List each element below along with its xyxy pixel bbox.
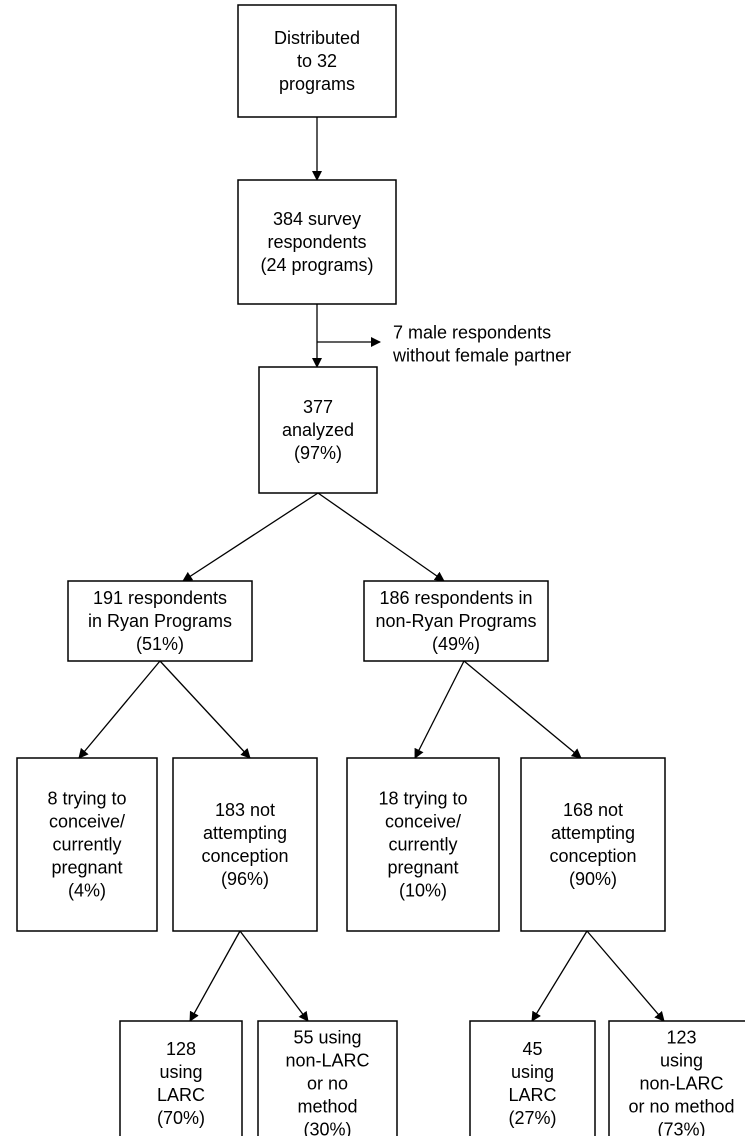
node-label-line: 18 trying to [378,789,467,809]
node-label-line: (73%) [657,1120,705,1136]
node-label-line: non-LARC [285,1051,369,1071]
node-label-line: using [511,1062,554,1082]
node-box [16,757,158,932]
node-ryan-larc: 128 using LARC (70%) [119,1020,243,1136]
node-label-line: or no method [628,1097,734,1117]
node-label-line: Distributed [274,28,360,48]
node-distributed: Distributed to 32 programs [237,4,397,118]
node-box [172,757,318,932]
node-nonryan-trying: 18 trying to conceive/currently pregnant (1… [346,757,500,932]
node-box [469,1020,596,1136]
node-label-line: 191 respondents [93,588,227,608]
arrow-nonryan-to-not [463,660,582,759]
node-label-line: or no [307,1074,348,1094]
node-label-line: 168 not [563,800,623,820]
arrow-nonryan-to-trying [414,660,465,759]
node-label-line: attempting [203,823,287,843]
node-label-line: conceive/ [49,812,125,832]
node-label-line: without female partner [392,346,571,366]
node-label-line: 183 not [215,800,275,820]
node-label-line: (96%) [221,869,269,889]
node-label-line: (49%) [432,634,480,654]
node-label-line: method [297,1097,357,1117]
node-label-line: currently [52,835,121,855]
node-box [119,1020,243,1136]
arrow-nonryan-not-to-nonlarc [586,930,665,1022]
node-analyzed: 377 analyzed (97%) [258,366,378,494]
node-label-line: using [159,1062,202,1082]
node-label-line: (90%) [569,869,617,889]
node-ryan-not: 183 not attempting conception (96%) [172,757,318,932]
node-box [257,1020,398,1136]
node-non-ryan: 186 respondents in non-Ryan Programs (49%) [363,580,549,662]
arrow-ryan-to-not [159,660,251,759]
node-label-line: analyzed [282,420,354,440]
node-label-line: (10%) [399,881,447,901]
node-label-line: attempting [551,823,635,843]
node-label-line: conception [549,846,636,866]
node-ryan: 191 respondents in Ryan Programs (51%) [67,580,253,662]
node-label-line: 384 survey [273,209,361,229]
node-label-line: 7 male respondents [393,323,551,343]
node-nonryan-nonlarc: 123 using non-LARC or no method (73%) [608,1020,745,1136]
node-label-line: conception [201,846,288,866]
node-ryan-trying: 8 trying to conceive/currently pregnant (4%… [16,757,158,932]
node-label-line: (97%) [294,443,342,463]
node-label-line: (24 programs) [260,255,373,275]
node-label-line: pregnant [51,858,122,878]
node-label-line: (30%) [303,1120,351,1136]
node-label-line: using [660,1051,703,1071]
node-excluded: 7 male respondents without female partner [392,323,571,366]
node-box [237,179,397,305]
node-respondents: 384 survey respondents (24 programs) [237,179,397,305]
node-box [67,580,253,662]
node-label-line: (70%) [157,1108,205,1128]
node-box [608,1020,745,1136]
node-label-line: conceive/ [385,812,461,832]
node-label-line: (4%) [68,881,106,901]
node-label-line: LARC [157,1085,205,1105]
node-nonryan-larc: 45 using LARC (27%) [469,1020,596,1136]
node-label-line: respondents [267,232,366,252]
arrow-ryan-to-trying [78,660,161,759]
node-label-line: in Ryan Programs [88,611,232,631]
node-label-line: non-Ryan Programs [375,611,536,631]
node-label-line: 128 [166,1039,196,1059]
node-box [237,4,397,118]
node-label-line: 377 [303,397,333,417]
node-label-line: LARC [508,1085,556,1105]
node-box [520,757,666,932]
node-box [346,757,500,932]
arrow-ryan-not-to-nonlarc [239,930,309,1022]
node-label-line: currently [388,835,457,855]
arrow-analyzed-to-ryan [182,492,319,582]
arrow-ryan-not-to-larc [189,930,241,1022]
node-nonryan-not: 168 not attempting conception (90%) [520,757,666,932]
node-label-line: 186 respondents in [379,588,532,608]
node-label-line: pregnant [387,858,458,878]
arrow-analyzed-to-non-ryan [317,492,445,582]
node-label-line: 45 [522,1039,542,1059]
arrow-nonryan-not-to-larc [531,930,588,1022]
node-label-line: non-LARC [639,1074,723,1094]
node-label-line: 8 trying to [47,789,126,809]
node-label-line: to 32 [297,51,337,71]
node-box [363,580,549,662]
node-label-line: (51%) [136,634,184,654]
node-ryan-nonlarc: 55 using non-LARC or no method (30%) [257,1020,398,1136]
node-label-line: (27%) [508,1108,556,1128]
node-label-line: programs [279,74,355,94]
node-label-line: 123 [666,1028,696,1048]
node-box [258,366,378,494]
node-label-line: 55 using [293,1028,361,1048]
